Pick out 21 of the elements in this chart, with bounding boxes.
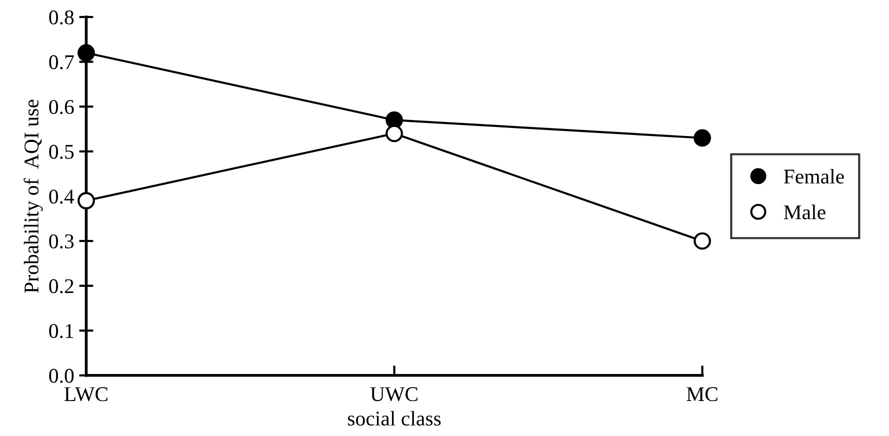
y-tick-label: 0.8 — [49, 10, 74, 25]
x-tick-label: UWC — [370, 387, 418, 402]
y-tick-label: 0.0 — [49, 368, 74, 383]
legend-label: Male — [784, 204, 826, 220]
legend-label: Female — [784, 168, 844, 184]
point — [694, 129, 711, 147]
y-axis-title: Probability of AQI use — [24, 100, 43, 293]
point — [78, 44, 95, 62]
y-tick-label: 0.7 — [49, 55, 74, 70]
y-tick-label: 0.5 — [49, 144, 74, 159]
point — [386, 124, 403, 142]
y-tick-label: 0.4 — [49, 190, 74, 204]
y-tick-label: 0.6 — [49, 100, 74, 114]
point — [78, 192, 95, 210]
point — [694, 232, 711, 250]
x-axis-title: social class — [348, 410, 441, 426]
y-tick-label: 0.3 — [49, 234, 74, 249]
y-tick-label: 0.2 — [49, 279, 74, 294]
x-tick-label: LWC — [64, 387, 108, 402]
y-tick-label: 0.1 — [49, 324, 74, 338]
x-tick-label: MC — [686, 387, 718, 402]
